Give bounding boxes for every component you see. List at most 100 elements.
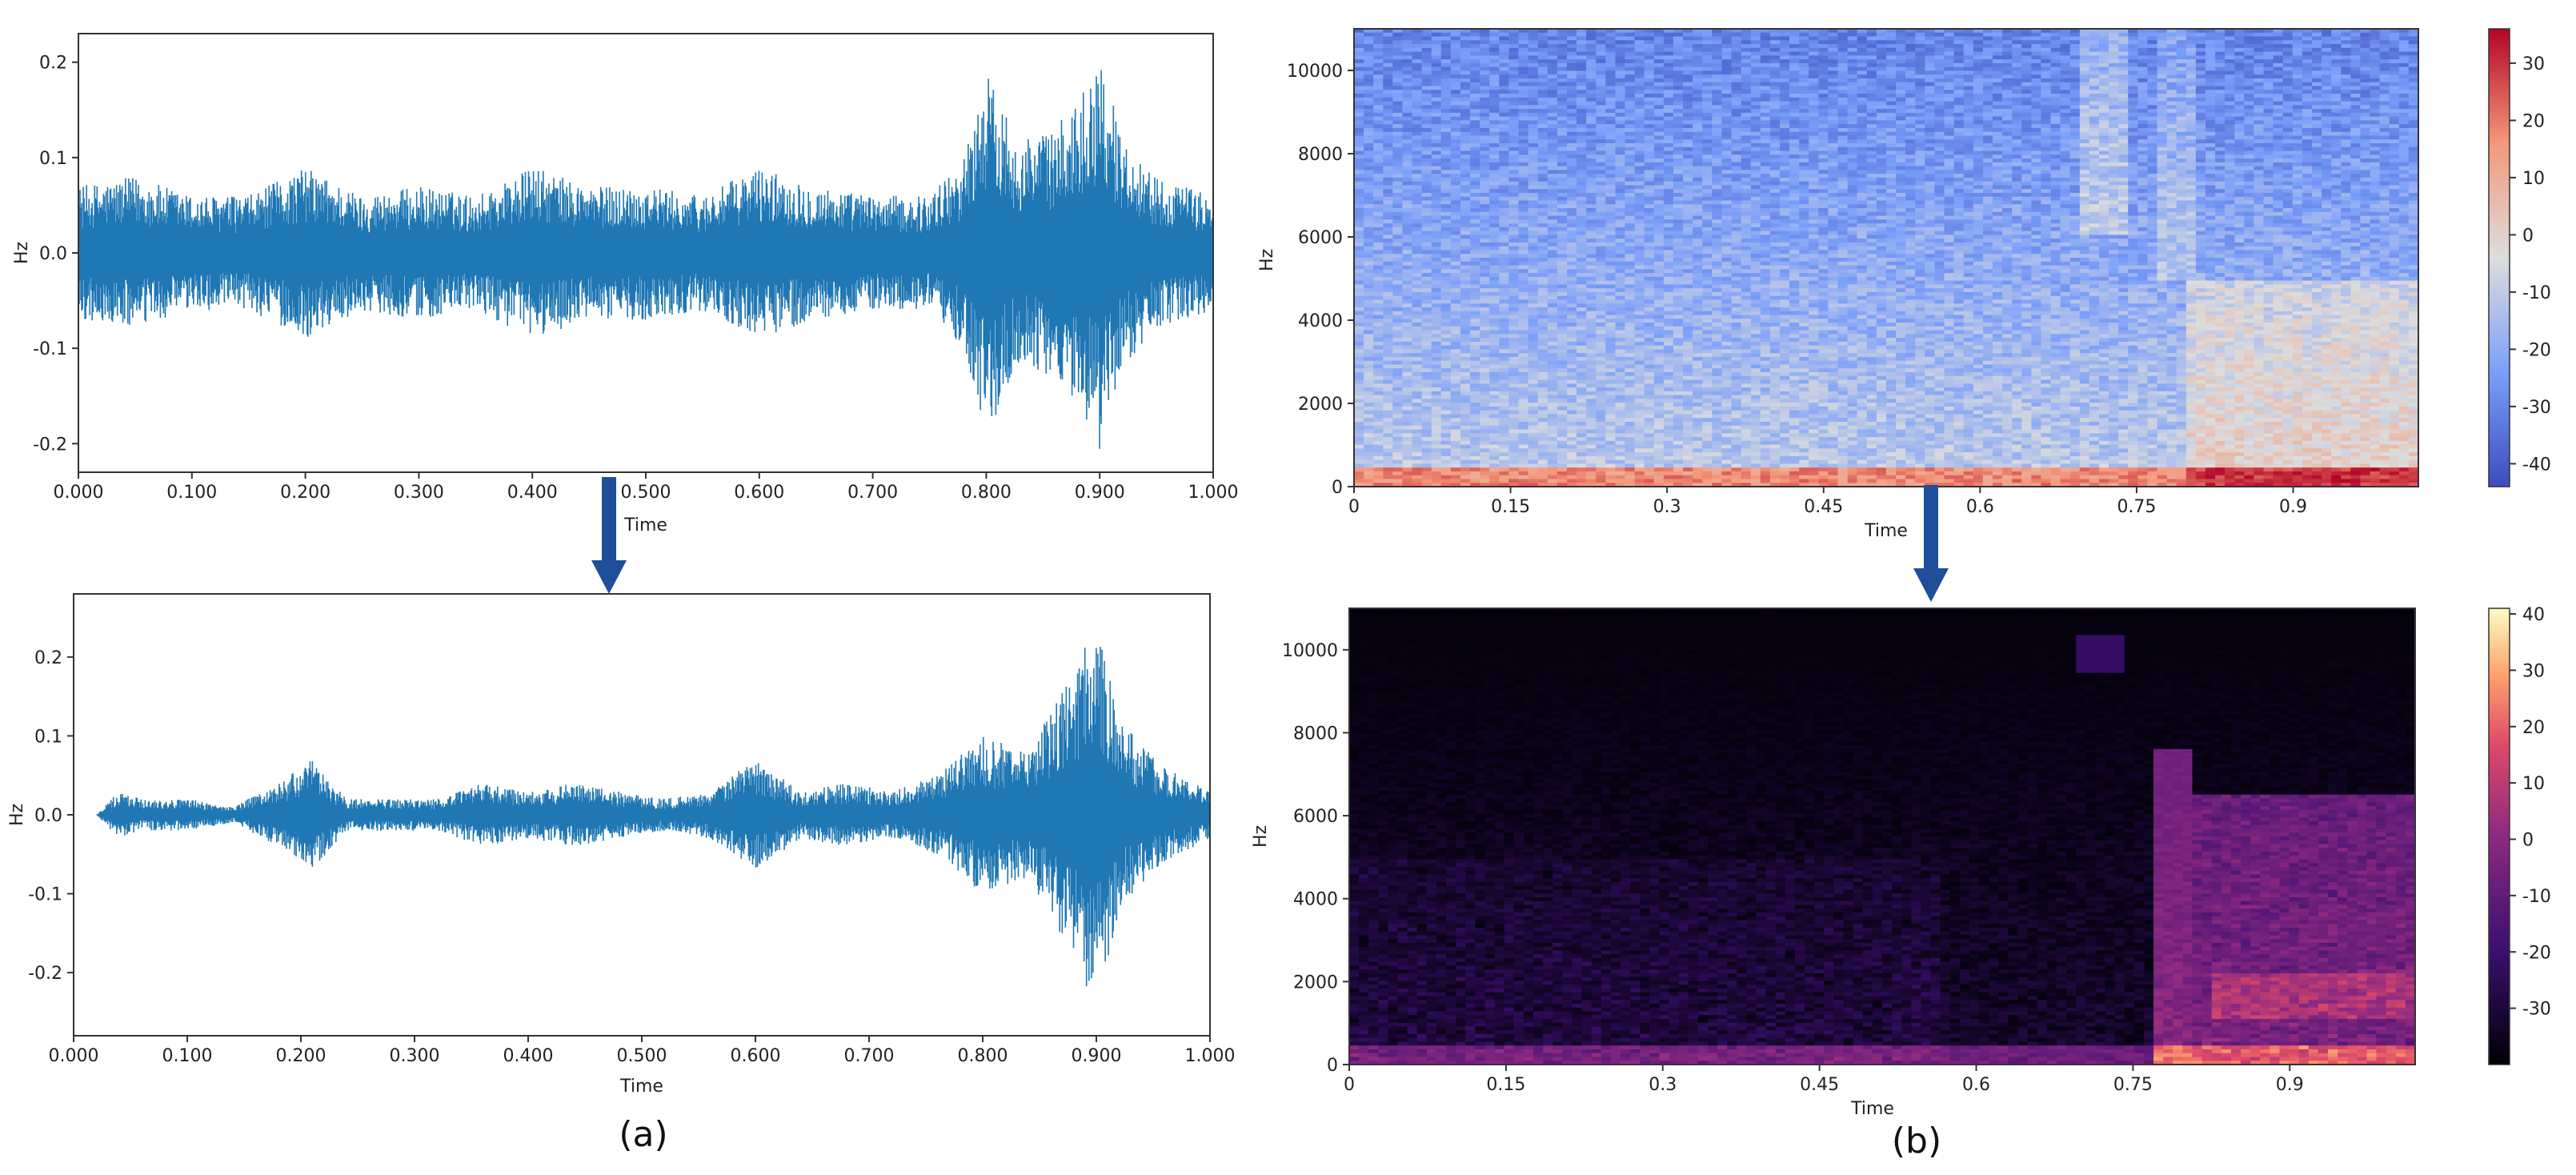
spectrogram-original-cell <box>1431 319 1442 323</box>
spectrogram-original-cell <box>1663 265 1674 270</box>
spectrogram-original-cell <box>1567 109 1577 114</box>
waveform-processed-y-tick-label: 0.0 <box>34 806 62 826</box>
spectrogram-original-cell <box>1741 338 1752 343</box>
spectrogram-original-cell <box>1634 231 1645 235</box>
spectrogram-original-cell <box>1615 242 1626 247</box>
spectrogram-original-cell <box>1615 475 1626 480</box>
spectrogram-original-cell <box>1499 315 1510 319</box>
spectrogram-original-cell <box>1741 181 1752 186</box>
spectrogram-original-cell <box>1364 479 1374 483</box>
spectrogram-original-cell <box>1702 291 1713 297</box>
spectrogram-original-cell <box>1673 189 1684 194</box>
spectrogram-original-cell <box>1364 166 1374 170</box>
spectrogram-original-cell <box>1663 414 1674 419</box>
spectrogram-original-cell <box>1693 379 1703 384</box>
spectrogram-original-cell <box>1625 166 1636 170</box>
spectrogram-original-cell <box>1431 47 1442 53</box>
spectrogram-original-cell <box>1499 440 1510 446</box>
spectrogram-original-cell <box>1625 391 1636 396</box>
spectrogram-original-cell <box>1431 383 1442 388</box>
spectrogram-original-cell <box>1440 239 1452 243</box>
spectrogram-original-cell <box>1586 463 1596 468</box>
spectrogram-original-cell <box>1402 280 1413 285</box>
spectrogram-original-cell <box>1402 135 1413 140</box>
spectrogram-original-cell <box>1683 112 1693 118</box>
spectrogram-original-cell <box>1499 150 1510 155</box>
spectrogram-original-cell <box>1673 483 1684 487</box>
spectrogram-original-cell <box>1567 364 1577 369</box>
spectrogram-original-cell <box>1712 273 1723 278</box>
spectrogram-original-cell <box>1556 158 1568 163</box>
spectrogram-original-cell <box>1596 356 1606 362</box>
spectrogram-original-cell <box>1644 174 1655 178</box>
spectrogram-original-cell <box>1421 196 1432 202</box>
spectrogram-original-cell <box>1605 200 1617 205</box>
spectrogram-original-cell <box>1625 74 1636 79</box>
spectrogram-original-cell <box>1693 66 1703 72</box>
spectrogram-original-cell <box>1634 391 1645 396</box>
spectrogram-original-cell <box>1567 418 1577 423</box>
spectrogram-original-cell <box>1596 455 1606 461</box>
spectrogram-original-cell <box>1431 219 1442 224</box>
spectrogram-original-cell <box>1605 323 1617 327</box>
spectrogram-original-cell <box>1518 353 1529 358</box>
spectrogram-original-cell <box>1412 334 1423 339</box>
spectrogram-original-cell <box>1721 127 1733 133</box>
spectrogram-original-cell <box>1673 239 1684 243</box>
spectrogram-original-cell <box>1673 250 1684 255</box>
spectrogram-original-cell <box>1673 356 1684 362</box>
spectrogram-original-cell <box>1412 459 1423 464</box>
spectrogram-original-cell <box>1431 403 1442 407</box>
spectrogram-original-cell <box>1402 120 1413 125</box>
spectrogram-original-cell <box>1383 227 1393 232</box>
spectrogram-original-cell <box>1625 307 1636 312</box>
spectrogram-original-cell <box>1547 135 1558 140</box>
spectrogram-original-cell <box>1364 418 1374 423</box>
spectrogram-original-cell <box>1731 455 1742 461</box>
spectrogram-original-cell <box>1508 379 1520 384</box>
spectrogram-original-cell <box>1392 406 1404 411</box>
spectrogram-original-cell <box>1702 62 1713 68</box>
spectrogram-original-cell <box>1440 112 1452 118</box>
spectrogram-original-cell <box>1470 368 1480 373</box>
spectrogram-original-cell <box>1605 341 1617 347</box>
spectrogram-original-cell <box>1741 192 1752 198</box>
spectrogram-original-cell <box>1547 273 1558 278</box>
spectrogram-original-cell <box>1596 135 1606 140</box>
spectrogram-original-cell <box>1489 295 1500 301</box>
spectrogram-original-cell <box>1421 273 1432 278</box>
spectrogram-original-cell <box>1508 323 1520 327</box>
spectrogram-original-cell <box>1383 291 1393 297</box>
spectrogram-original-cell <box>1528 192 1539 198</box>
spectrogram-original-cell <box>1528 448 1539 453</box>
spectrogram-original-cell <box>1421 280 1432 285</box>
spectrogram-original-cell <box>1460 364 1471 369</box>
spectrogram-original-cell <box>1653 177 1665 182</box>
spectrogram-original-cell <box>1528 162 1539 167</box>
spectrogram-original-cell <box>1683 55 1693 60</box>
spectrogram-original-cell <box>1556 250 1568 255</box>
spectrogram-original-cell <box>1402 319 1413 323</box>
spectrogram-original-cell <box>1567 219 1577 224</box>
spectrogram-original-cell <box>1702 250 1713 255</box>
spectrogram-original-cell <box>1644 383 1655 388</box>
spectrogram-original-cell <box>1644 204 1655 209</box>
spectrogram-original-cell <box>1354 444 1364 449</box>
spectrogram-original-cell <box>1567 403 1577 407</box>
spectrogram-original-cell <box>1712 455 1723 461</box>
spectrogram-original-cell <box>1489 204 1500 209</box>
spectrogram-original-cell <box>1721 139 1733 144</box>
spectrogram-original-cell <box>1383 70 1393 75</box>
spectrogram-original-cell <box>1702 32 1713 38</box>
spectrogram-original-cell <box>1440 303 1452 308</box>
spectrogram-original-cell <box>1383 174 1393 178</box>
spectrogram-original-cell <box>1460 406 1471 411</box>
spectrogram-original-cell <box>1644 74 1655 79</box>
spectrogram-original-cell <box>1489 395 1500 399</box>
spectrogram-original-cell <box>1586 146 1596 152</box>
spectrogram-original-cell <box>1693 70 1703 75</box>
spectrogram-original-cell <box>1596 479 1606 483</box>
spectrogram-original-cell <box>1489 429 1500 434</box>
spectrogram-original-cell <box>1683 429 1693 434</box>
spectrogram-original-cell <box>1392 421 1404 427</box>
